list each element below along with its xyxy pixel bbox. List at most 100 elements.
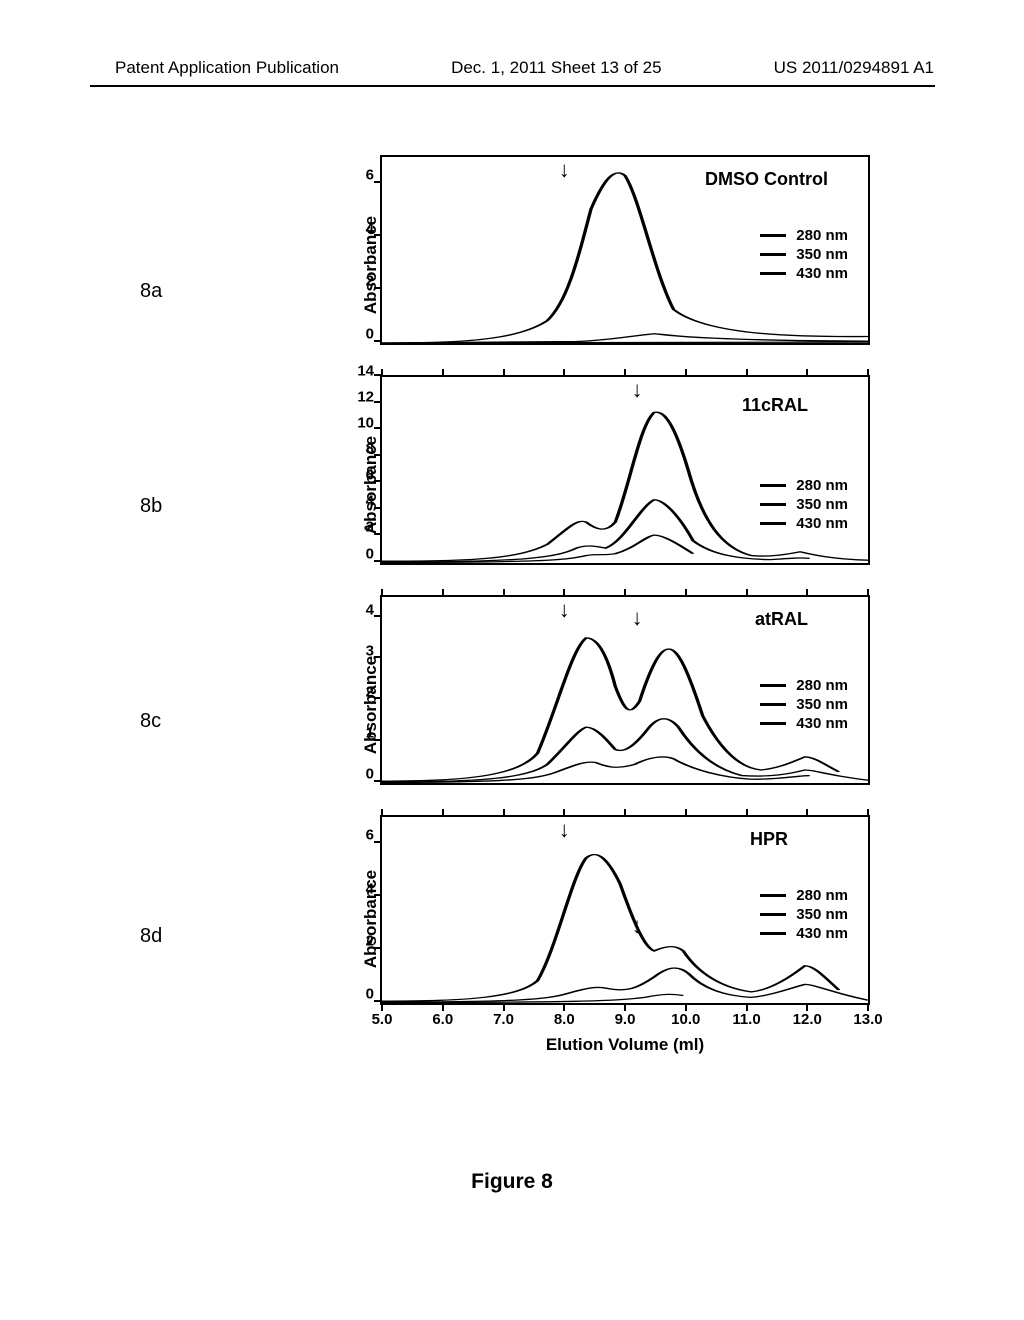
x-tick: 13.0 xyxy=(853,1011,882,1028)
y-tick-mark xyxy=(374,894,382,896)
curves-8d xyxy=(382,817,868,1003)
y-tick-mark xyxy=(374,480,382,482)
curves-8a xyxy=(382,157,868,343)
y-tick: 6 xyxy=(366,827,374,844)
x-tick-mark xyxy=(746,369,748,377)
y-tick-mark xyxy=(374,427,382,429)
y-tick-mark xyxy=(374,454,382,456)
y-tick: 1 xyxy=(366,724,374,741)
header-left: Patent Application Publication xyxy=(115,58,339,78)
x-tick-mark xyxy=(806,589,808,597)
y-tick-mark xyxy=(374,374,382,376)
x-tick-mark xyxy=(563,809,565,817)
x-tick: 12.0 xyxy=(793,1011,822,1028)
y-tick-mark xyxy=(374,401,382,403)
x-tick-mark xyxy=(806,809,808,817)
y-tick: 0 xyxy=(366,326,374,343)
x-tick-mark xyxy=(503,809,505,817)
x-tick-mark xyxy=(806,369,808,377)
y-tick-mark xyxy=(374,1000,382,1002)
x-tick: 9.0 xyxy=(615,1011,636,1028)
y-tick: 0 xyxy=(366,546,374,563)
x-tick-mark xyxy=(685,369,687,377)
x-tick-mark xyxy=(381,589,383,597)
y-tick: 2 xyxy=(366,273,374,290)
y-tick: 3 xyxy=(366,642,374,659)
page-header: Patent Application Publication Dec. 1, 2… xyxy=(0,58,1024,78)
x-tick-mark xyxy=(442,1003,444,1011)
x-tick-mark xyxy=(624,809,626,817)
plot-box-8b: 0 2 4 6 8 10 12 14 11cRAL 280 nm 350 nm … xyxy=(380,375,870,565)
y-tick-mark xyxy=(374,287,382,289)
y-tick-mark xyxy=(374,507,382,509)
x-tick-mark xyxy=(685,589,687,597)
panel-label-8b: 8b xyxy=(140,495,162,518)
x-tick-mark xyxy=(806,1003,808,1011)
x-tick-mark xyxy=(746,589,748,597)
chart-area: Absorbance 0 2 4 6 DMSO Control 280 nm 3… xyxy=(310,155,870,1075)
curves-8b xyxy=(382,377,868,563)
plot-box-8a: 0 2 4 6 DMSO Control 280 nm 350 nm 430 n… xyxy=(380,155,870,345)
y-tick-mark xyxy=(374,181,382,183)
x-tick-mark xyxy=(685,809,687,817)
x-tick-mark xyxy=(442,369,444,377)
x-tick-mark xyxy=(563,369,565,377)
x-tick-mark xyxy=(867,1003,869,1011)
x-tick-mark xyxy=(867,589,869,597)
x-tick-mark xyxy=(867,369,869,377)
plot-box-8d: 0 2 4 6 HPR 280 nm 350 nm 430 nm ↓ ↓ xyxy=(380,815,870,1005)
y-tick: 14 xyxy=(357,363,374,380)
panel-8d: Absorbance 0 2 4 6 HPR 280 nm 350 nm 430… xyxy=(310,815,870,1075)
y-tick-mark xyxy=(374,656,382,658)
y-tick-mark xyxy=(374,533,382,535)
plot-box-8c: 0 1 2 3 4 atRAL 280 nm 350 nm 430 nm ↓ ↓ xyxy=(380,595,870,785)
y-tick: 4 xyxy=(366,881,374,898)
x-tick-mark xyxy=(503,369,505,377)
panel-8c: Absorbance 0 1 2 3 4 atRAL 280 nm 350 xyxy=(310,595,870,815)
x-tick: 8.0 xyxy=(554,1011,575,1028)
y-tick-mark xyxy=(374,841,382,843)
panel-label-8a: 8a xyxy=(140,280,162,303)
y-tick: 6 xyxy=(366,167,374,184)
y-tick: 2 xyxy=(366,519,374,536)
x-tick-mark xyxy=(442,589,444,597)
y-tick-mark xyxy=(374,340,382,342)
header-mid: Dec. 1, 2011 Sheet 13 of 25 xyxy=(451,58,661,78)
y-tick: 0 xyxy=(366,986,374,1003)
x-tick-mark xyxy=(867,809,869,817)
curve-430 xyxy=(382,757,810,782)
y-tick-mark xyxy=(374,739,382,741)
curve-350 xyxy=(382,719,868,782)
curve-280 xyxy=(382,173,868,343)
y-tick-mark xyxy=(374,615,382,617)
curves-8c xyxy=(382,597,868,783)
y-tick-mark xyxy=(374,780,382,782)
x-axis-label: Elution Volume (ml) xyxy=(546,1035,704,1055)
x-tick: 10.0 xyxy=(671,1011,700,1028)
x-tick-mark xyxy=(381,1003,383,1011)
y-tick: 2 xyxy=(366,933,374,950)
panel-8b: Absorbance 0 2 4 6 8 10 12 14 xyxy=(310,375,870,595)
x-tick-mark xyxy=(685,1003,687,1011)
x-tick: 7.0 xyxy=(493,1011,514,1028)
curve-430 xyxy=(382,342,868,343)
y-tick-mark xyxy=(374,234,382,236)
y-tick: 4 xyxy=(366,493,374,510)
x-tick: 5.0 xyxy=(372,1011,393,1028)
x-tick-mark xyxy=(624,369,626,377)
x-tick-mark xyxy=(624,589,626,597)
x-tick-mark xyxy=(503,589,505,597)
y-tick: 8 xyxy=(366,441,374,458)
x-tick-mark xyxy=(442,809,444,817)
figure-caption: Figure 8 xyxy=(0,1170,1024,1194)
y-tick: 2 xyxy=(366,683,374,700)
x-tick-mark xyxy=(563,1003,565,1011)
panel-8a: Absorbance 0 2 4 6 DMSO Control 280 nm 3… xyxy=(310,155,870,375)
curve-280 xyxy=(382,412,868,561)
x-tick: 6.0 xyxy=(432,1011,453,1028)
header-rule xyxy=(90,85,935,87)
y-tick: 0 xyxy=(366,766,374,783)
curve-350 xyxy=(382,500,810,562)
x-tick-mark xyxy=(746,809,748,817)
y-tick: 6 xyxy=(366,467,374,484)
